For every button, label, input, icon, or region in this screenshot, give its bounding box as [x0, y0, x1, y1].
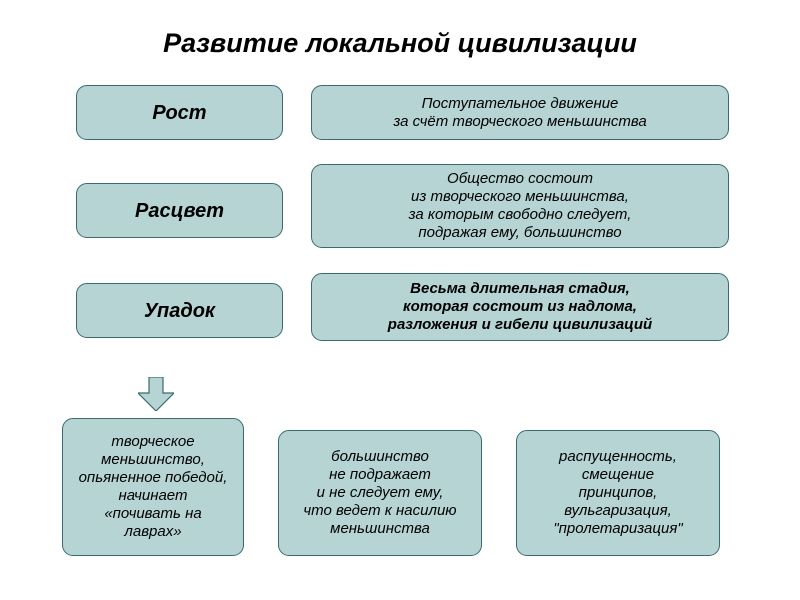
stage-flourish-desc-text: Общество состоитиз творческого меньшинст…	[409, 170, 632, 242]
stage-growth-label-text: Рост	[152, 101, 206, 125]
stage-decline-label-text: Упадок	[144, 299, 215, 323]
stage-flourish-label-text: Расцвет	[135, 199, 224, 223]
bottom-box-3-text: распущенность,смещениепринципов,вульгари…	[553, 448, 682, 538]
stage-growth-desc: Поступательное движениеза счёт творческо…	[311, 85, 729, 140]
stage-growth-desc-text: Поступательное движениеза счёт творческо…	[393, 95, 646, 131]
stage-growth-label: Рост	[76, 85, 283, 140]
bottom-box-1: творческоеменьшинство,опьяненное победой…	[62, 418, 244, 556]
stage-decline-label: Упадок	[76, 283, 283, 338]
stage-decline-desc-text: Весьма длительная стадия,которая состоит…	[388, 280, 652, 334]
page-title: Развитие локальной цивилизации	[0, 0, 800, 59]
bottom-box-2: большинствоне подражаети не следует ему,…	[278, 430, 482, 556]
bottom-box-2-text: большинствоне подражаети не следует ему,…	[303, 448, 456, 538]
stage-decline-desc: Весьма длительная стадия,которая состоит…	[311, 273, 729, 341]
stage-flourish-label: Расцвет	[76, 183, 283, 238]
bottom-box-1-text: творческоеменьшинство,опьяненное победой…	[79, 433, 228, 541]
bottom-box-3: распущенность,смещениепринципов,вульгари…	[516, 430, 720, 556]
stage-flourish-desc: Общество состоитиз творческого меньшинст…	[311, 164, 729, 248]
down-arrow-icon	[138, 377, 174, 411]
